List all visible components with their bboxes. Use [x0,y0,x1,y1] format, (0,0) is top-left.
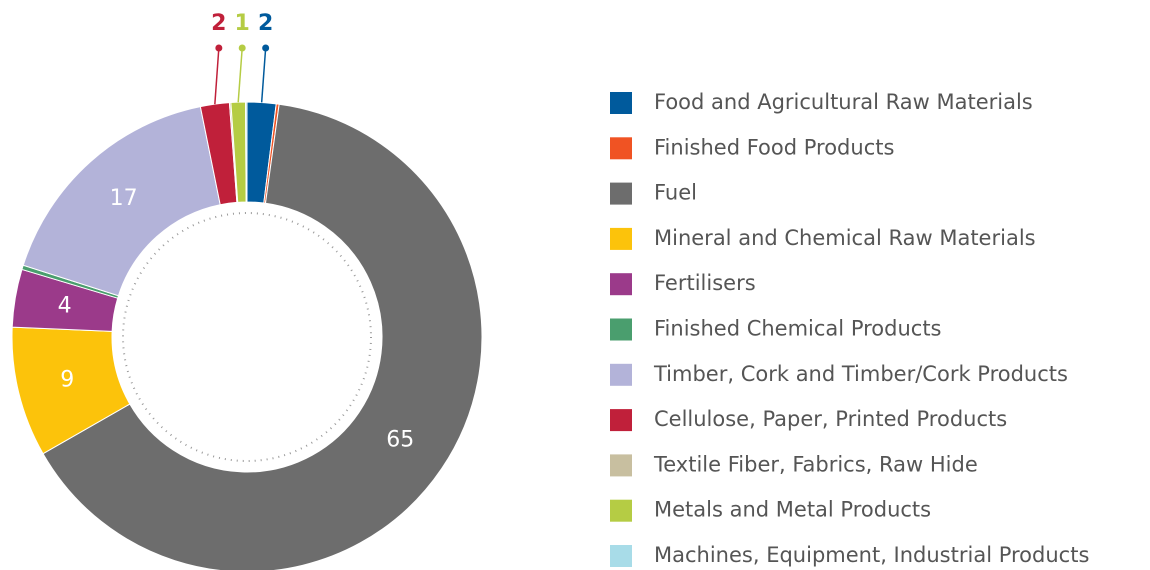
donut-slice [22,106,221,297]
legend-label: Textile Fiber, Fabrics, Raw Hide [653,452,978,476]
callout-label: 1 [235,11,250,36]
legend-swatch [610,273,632,296]
legend-swatch [610,545,632,567]
legend-label: Finished Chemical Products [654,317,942,341]
legend-swatch [610,499,632,522]
slice-label: 65 [386,428,414,453]
legend-label: Finished Food Products [654,135,894,159]
legend-label: Fuel [654,181,697,205]
legend-label: Mineral and Chemical Raw Materials [654,226,1036,250]
legend-label: Cellulose, Paper, Printed Products [654,407,1007,431]
legend-swatch [610,454,632,477]
legend-swatch [610,318,632,341]
legend-swatch [610,363,632,386]
callout-line [260,47,267,103]
inner-dotted-ring [122,212,372,462]
legend-swatch [610,92,632,114]
slice-label: 9 [60,368,74,393]
callout-line [237,47,243,103]
legend-swatch [610,409,632,432]
callout-label: 2 [258,11,273,36]
callout-line [214,47,220,105]
legend-label: Food and Agricultural Raw Materials [654,90,1033,114]
callout-dot [215,44,223,52]
legend-swatch [610,137,632,160]
legend-swatch [610,227,632,250]
slice-label: 4 [58,293,72,318]
legend-label: Machines, Equipment, Industrial Products [654,543,1089,567]
callout-dot [262,44,270,52]
callout-dot [238,44,246,52]
legend-swatch [610,182,632,205]
donut-slice [42,103,483,570]
donut-slice [245,101,248,203]
callout-label: 2 [211,11,226,36]
legend-label: Timber, Cork and Timber/Cork Products [653,362,1068,386]
legend-label: Fertilisers [654,271,756,295]
slice-label: 17 [110,186,138,211]
legend-label: Metals and Metal Products [654,498,931,522]
